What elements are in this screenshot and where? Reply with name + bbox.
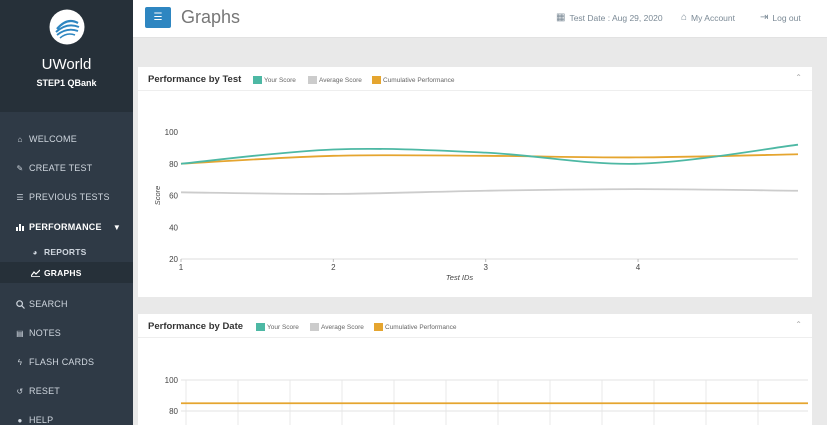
sidebar-item-notes[interactable]: ▤ NOTES <box>0 322 133 344</box>
notes-icon: ▤ <box>16 328 24 338</box>
sidebar-item-performance[interactable]: PERFORMANCE ▼ <box>0 216 133 238</box>
sidebar-item-label: NOTES <box>29 328 62 338</box>
legend-label: Average Score <box>319 76 362 84</box>
x-axis-title: Test IDs <box>446 273 473 282</box>
sidebar-item-label: RESET <box>29 386 61 396</box>
x-tick-label: 1 <box>179 263 184 272</box>
edit-icon: ✎ <box>16 163 24 173</box>
hamburger-icon: ☰ <box>153 12 163 23</box>
legend-cumulative[interactable]: Cumulative Performance <box>372 76 455 84</box>
y-tick-label: 80 <box>169 407 178 416</box>
logout-link[interactable]: ⇥ Log out <box>760 12 801 23</box>
test-date-label: Test Date : Aug 29, 2020 <box>569 12 663 23</box>
sidebar-item-label: HELP <box>29 415 54 425</box>
sidebar-item-label: CREATE TEST <box>29 163 93 173</box>
pie-chart-icon: ◕ <box>32 247 38 257</box>
sidebar-item-label: FLASH CARDS <box>29 357 95 367</box>
y-tick-label: 80 <box>169 160 178 169</box>
legend-label: Cumulative Performance <box>385 323 457 331</box>
legend-swatch <box>308 76 317 84</box>
x-tick-label: 4 <box>636 263 641 272</box>
calendar-icon: ▦ <box>556 12 566 23</box>
legend-your-score[interactable]: Your Score <box>253 76 296 84</box>
brand-subtitle: STEP1 QBank <box>36 78 97 88</box>
performance-by-date-panel: Performance by Date Your Score Average S… <box>138 314 812 425</box>
sidebar-item-reset[interactable]: ↺ RESET <box>0 380 133 402</box>
chevron-up-icon[interactable]: ⌃ <box>795 320 802 329</box>
sidebar-item-label: PERFORMANCE <box>29 222 102 232</box>
uworld-logo-icon <box>49 9 85 45</box>
panel-header: Performance by Date Your Score Average S… <box>138 314 812 338</box>
y-tick-label: 60 <box>169 192 178 201</box>
sidebar-item-label: WELCOME <box>29 134 77 144</box>
chevron-down-icon: ▼ <box>112 222 121 232</box>
reset-icon: ↺ <box>16 386 24 396</box>
sidebar-item-label: SEARCH <box>29 299 68 309</box>
legend-swatch <box>372 76 381 84</box>
home-icon: ⌂ <box>681 12 688 23</box>
my-account-label: My Account <box>691 12 735 23</box>
series-line-your-score <box>180 143 799 165</box>
panel-title: Performance by Test <box>148 74 242 85</box>
y-tick-label: 40 <box>169 223 178 232</box>
sidebar-item-label: PREVIOUS TESTS <box>29 192 110 202</box>
list-icon: ☰ <box>16 192 24 202</box>
brand-name: UWorld <box>41 56 92 73</box>
legend-swatch <box>310 323 319 331</box>
sidebar-item-graphs[interactable]: GRAPHS <box>0 262 133 283</box>
brand: UWorld STEP1 QBank <box>0 0 133 112</box>
bolt-icon: ϟ <box>17 357 23 367</box>
sidebar-item-flash-cards[interactable]: ϟ FLASH CARDS <box>0 351 133 373</box>
legend-swatch <box>253 76 262 84</box>
sidebar-item-help[interactable]: ● HELP <box>0 409 133 425</box>
sidebar-item-search[interactable]: SEARCH <box>0 293 133 315</box>
series-line-cumulative-performance <box>180 153 799 165</box>
sidebar-item-create-test[interactable]: ✎ CREATE TEST <box>0 157 133 179</box>
sidebar-item-reports[interactable]: ◕ REPORTS <box>0 241 133 263</box>
sidebar-item-welcome[interactable]: ⌂ WELCOME <box>0 128 133 150</box>
series-line-average-score <box>180 188 799 195</box>
test-date: ▦ Test Date : Aug 29, 2020 <box>556 12 663 23</box>
menu-toggle-button[interactable]: ☰ <box>145 7 171 28</box>
bar-chart-icon <box>15 222 25 232</box>
y-tick-label: 100 <box>165 376 179 385</box>
sidebar: UWorld STEP1 QBank ⌂ WELCOME ✎ CREATE TE… <box>0 0 133 425</box>
legend-average-score[interactable]: Average Score <box>308 76 362 84</box>
legend-your-score[interactable]: Your Score <box>256 323 299 331</box>
page-title: Graphs <box>181 7 241 27</box>
y-axis-title: Score <box>153 186 162 206</box>
legend-label: Average Score <box>321 323 364 331</box>
performance-by-date-chart: 80 100 <box>165 376 808 425</box>
chevron-up-icon[interactable]: ⌃ <box>795 73 802 82</box>
x-tick-label: 2 <box>331 263 336 272</box>
sidebar-item-label: REPORTS <box>44 247 87 257</box>
home-icon: ⌂ <box>17 134 23 144</box>
y-tick-label: 20 <box>169 255 178 264</box>
sidebar-item-label: GRAPHS <box>44 267 82 278</box>
legend-label: Cumulative Performance <box>383 76 455 84</box>
top-header: ☰ Graphs ▦ Test Date : Aug 29, 2020 ⌂ My… <box>133 0 827 38</box>
legend-cumulative[interactable]: Cumulative Performance <box>374 323 457 331</box>
panel-title: Performance by Date <box>148 321 244 332</box>
legend-swatch <box>256 323 265 331</box>
legend-label: Your Score <box>267 323 299 331</box>
sidebar-item-previous-tests[interactable]: ☰ PREVIOUS TESTS <box>0 186 133 208</box>
y-tick-label: 100 <box>165 128 179 137</box>
help-icon: ● <box>17 415 23 425</box>
search-icon <box>15 299 25 309</box>
performance-by-test-panel: Performance by Test Your Score Average S… <box>138 67 812 297</box>
legend-swatch <box>374 323 383 331</box>
performance-by-test-chart: 20 40 60 80 100 1 2 3 4 Test IDs Score <box>153 128 799 282</box>
line-chart-icon <box>30 268 40 278</box>
logout-label: Log out <box>772 12 801 23</box>
legend-label: Your Score <box>264 76 296 84</box>
logout-icon: ⇥ <box>760 12 769 23</box>
x-tick-label: 3 <box>483 263 488 272</box>
legend-average-score[interactable]: Average Score <box>310 323 364 331</box>
my-account-link[interactable]: ⌂ My Account <box>681 12 735 23</box>
panel-header: Performance by Test Your Score Average S… <box>138 67 812 91</box>
